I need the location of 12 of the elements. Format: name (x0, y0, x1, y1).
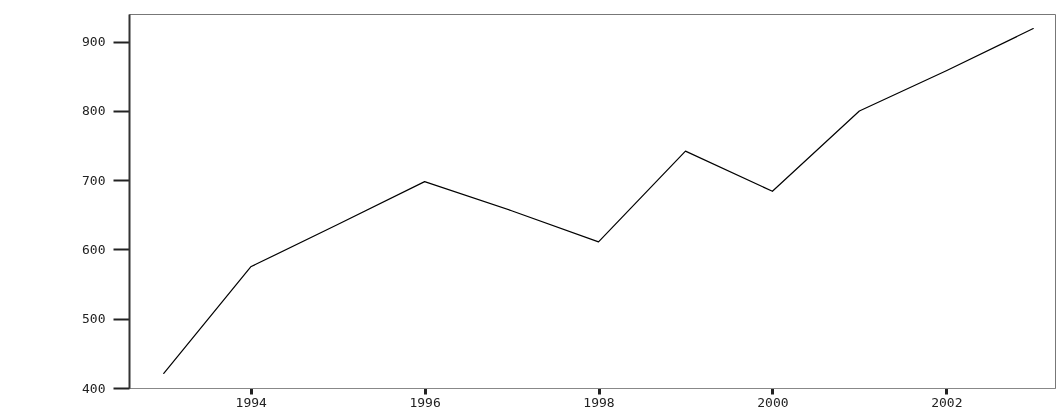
x-tick-label: 2000 (757, 394, 789, 410)
y-tick-label: 600 (82, 241, 106, 257)
y-tick-label: 700 (82, 172, 106, 188)
y-tick-label: 800 (82, 103, 106, 119)
y-tick-label: 500 (82, 311, 106, 327)
y-tick-label: 900 (82, 34, 106, 50)
y-tick-label: 400 (82, 380, 106, 396)
x-tick-label: 1994 (235, 394, 268, 410)
x-tick-label: 1996 (409, 394, 441, 410)
x-tick-label: 1998 (583, 394, 615, 410)
line-series (163, 27, 1034, 375)
x-tick-label: 2002 (931, 394, 963, 410)
